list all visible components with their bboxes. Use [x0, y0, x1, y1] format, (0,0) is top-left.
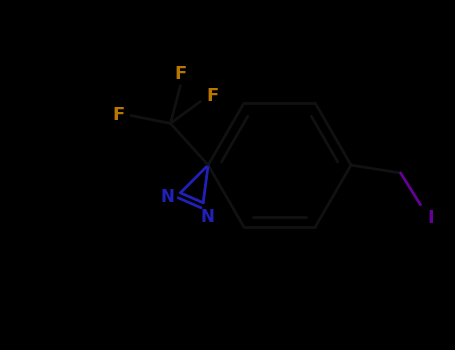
- Text: N: N: [161, 188, 174, 206]
- Text: I: I: [427, 209, 434, 227]
- Text: F: F: [174, 65, 187, 83]
- Text: F: F: [206, 87, 218, 105]
- Text: N: N: [200, 208, 214, 226]
- Text: F: F: [113, 106, 125, 125]
